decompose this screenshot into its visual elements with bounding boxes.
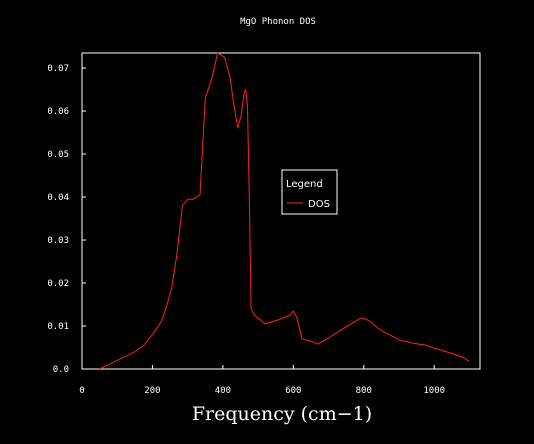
y-tick-label: 0.05 [47, 150, 69, 160]
y-tick-label: 0.06 [47, 107, 69, 117]
x-tick-label: 200 [144, 386, 160, 396]
legend-box [281, 169, 338, 215]
x-axis-label: Frequency (cm−1) [192, 403, 372, 425]
y-tick-label: 0.04 [47, 193, 69, 203]
y-tick-label: 0.07 [47, 64, 69, 74]
y-tick-label: 0.02 [47, 279, 69, 289]
x-axis: 0 200 400 600 800 1000 [79, 365, 445, 396]
x-tick-label: 800 [356, 386, 372, 396]
legend-title: Legend [286, 179, 323, 190]
x-tick-label: 600 [285, 386, 301, 396]
y-tick-label: 0.0 [53, 365, 69, 375]
x-tick-label: 1000 [423, 386, 445, 396]
x-tick-label: 400 [215, 386, 231, 396]
x-tick-label: 0 [79, 386, 84, 396]
chart-title: MgO Phonon DOS [240, 17, 316, 27]
y-tick-label: 0.03 [47, 236, 69, 246]
y-tick-label: 0.01 [47, 322, 69, 332]
series-layer [99, 52, 470, 370]
plot-frame [81, 52, 481, 370]
legend-entry-dos: DOS [308, 199, 330, 210]
series-line-dos [99, 52, 470, 370]
y-axis: 0.0 0.01 0.02 0.03 0.04 0.05 0.06 0.07 [47, 64, 86, 375]
legend: Legend DOS [281, 169, 338, 215]
